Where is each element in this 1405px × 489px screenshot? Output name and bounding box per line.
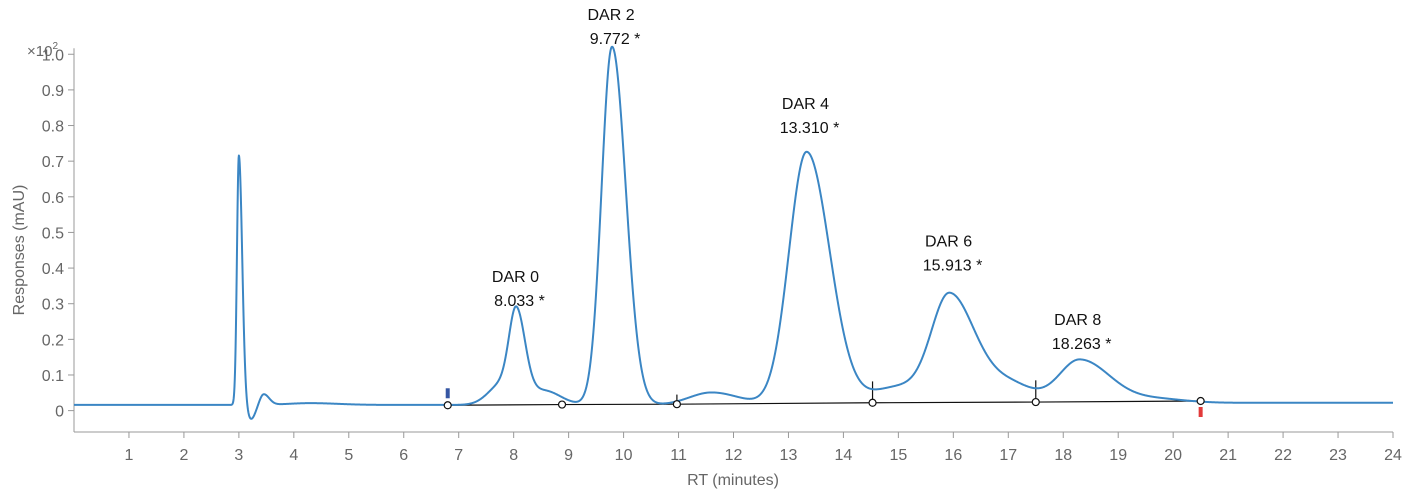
peak-name-label: DAR 0 <box>492 269 539 286</box>
y-tick-label: 0 <box>55 404 64 421</box>
x-tick-label: 2 <box>179 447 188 464</box>
integration-point <box>1196 396 1205 406</box>
x-axis: 1 2 3 4 5 6 7 8 9 10 11 12 13 14 15 16 17 18 19 20 21 22 23 24 <box>74 431 1402 464</box>
x-tick-label: 4 <box>289 447 298 464</box>
y-tick-label: 0.1 <box>42 368 64 385</box>
peak-rt-label: 15.913 * <box>923 257 983 274</box>
x-tick-label: 6 <box>399 447 408 464</box>
x-tick-label: 23 <box>1329 447 1347 464</box>
integration-end-marker <box>1198 406 1203 417</box>
x-tick-label: 8 <box>509 447 518 464</box>
x-tick-label: 11 <box>670 447 687 464</box>
y-tick-label: 0.8 <box>42 119 64 136</box>
x-tick-label: 17 <box>999 447 1017 464</box>
y-tick-label: 0.3 <box>42 297 64 314</box>
x-tick-label: 3 <box>234 447 243 464</box>
chromatogram-trace-group <box>73 45 1394 420</box>
x-tick-label: 22 <box>1274 447 1292 464</box>
y-tick-label: 0.6 <box>42 190 64 207</box>
x-tick-label: 7 <box>454 447 463 464</box>
y-axis-title: Responses (mAU) <box>11 185 28 316</box>
peak-name-label: DAR 8 <box>1054 312 1101 329</box>
chromatogram-trace <box>73 45 1394 420</box>
peak-name-label: DAR 6 <box>925 233 972 250</box>
peak-rt-label: 8.033 * <box>494 293 545 310</box>
integration-point <box>672 400 681 409</box>
y-axis: 0 0.1 0.2 0.3 0.4 0.5 0.6 0.7 0.8 0.9 1.0 <box>42 47 75 432</box>
integration-start-marker <box>445 388 450 399</box>
x-tick-label: 20 <box>1164 447 1182 464</box>
y-multiplier: ×102 <box>27 41 58 60</box>
peak-name-label: DAR 2 <box>587 7 634 24</box>
x-tick-label: 10 <box>615 447 633 464</box>
integration-point <box>1031 397 1040 407</box>
y-tick-label: 0.4 <box>42 261 64 278</box>
integration-point <box>868 398 877 407</box>
x-tick-label: 9 <box>564 447 573 464</box>
x-tick-label: 12 <box>725 447 743 464</box>
peak-name-label: DAR 4 <box>782 96 829 113</box>
x-axis-title: RT (minutes) <box>687 472 779 489</box>
x-tick-label: 18 <box>1054 447 1072 464</box>
peak-rt-label: 9.772 * <box>590 31 641 48</box>
y-tick-label: 0.7 <box>42 154 64 171</box>
x-tick-label: 21 <box>1219 447 1237 464</box>
x-tick-label: 13 <box>780 447 798 464</box>
x-tick-label: 15 <box>889 447 907 464</box>
y-multiplier-base: ×10 <box>27 43 52 60</box>
y-tick-label: 1.0 <box>42 47 64 64</box>
x-tick-label: 16 <box>944 447 962 464</box>
x-tick-label: 24 <box>1384 447 1402 464</box>
x-tick-label: 19 <box>1109 447 1127 464</box>
peak-annotations: DAR 0 8.033 * DAR 2 9.772 * DAR 4 13.310 * DAR… <box>492 7 1112 353</box>
integration-baseline-line <box>447 400 1201 406</box>
y-tick-label: 0.5 <box>42 225 64 242</box>
integration-point <box>443 401 452 410</box>
integration-markers <box>443 388 1205 417</box>
x-tick-label: 5 <box>344 447 353 464</box>
x-tick-label: 14 <box>835 447 853 464</box>
peak-rt-label: 13.310 * <box>780 120 840 137</box>
y-tick-label: 0.2 <box>42 332 64 349</box>
integration-point <box>557 400 567 409</box>
y-multiplier-exponent: 2 <box>52 41 58 52</box>
x-tick-label: 1 <box>125 447 134 464</box>
y-tick-label: 0.9 <box>42 83 64 100</box>
peak-rt-label: 18.263 * <box>1052 336 1112 353</box>
